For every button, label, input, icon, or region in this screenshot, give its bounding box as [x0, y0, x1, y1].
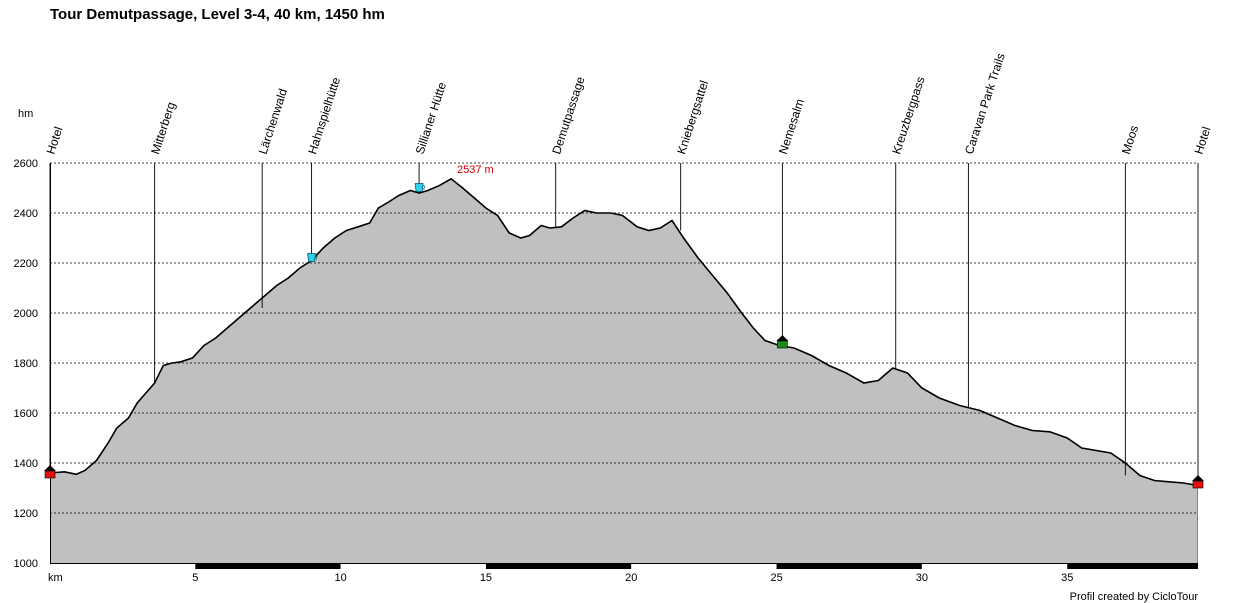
waypoint-label-3: Hahnspielhütte	[305, 75, 343, 156]
y-tick-label-2000: 2000	[14, 308, 38, 320]
waypoint-label-4: Sillianer Hütte	[413, 80, 449, 156]
house-roof-7	[776, 335, 789, 341]
cup-body-4	[414, 183, 424, 192]
y-tick-label-1600: 1600	[14, 408, 38, 420]
peak-elevation-label: 2537 m	[457, 164, 494, 176]
house-icon-11	[1192, 475, 1204, 489]
x-axis-label: km	[48, 572, 63, 584]
house-roof-0	[44, 465, 56, 471]
house-roof-11	[1192, 475, 1204, 481]
km-bar-segment-5	[776, 564, 922, 569]
waypoint-label-7: Nemesalm	[776, 97, 807, 156]
waypoint-label-5: Demutpassage	[549, 75, 587, 156]
waypoint-label-1: Mitterberg	[148, 100, 178, 156]
y-tick-label-2400: 2400	[14, 208, 38, 220]
waypoint-label-10: Moos	[1119, 124, 1141, 156]
grid-lines	[50, 162, 1198, 514]
y-tick-label-2600: 2600	[14, 158, 38, 170]
y-axis-label: hm	[18, 108, 33, 120]
y-tick-label-1800: 1800	[14, 358, 38, 370]
house-icon-7	[776, 335, 789, 349]
cup-icon-4	[414, 183, 425, 192]
cup-body-3	[307, 253, 316, 262]
waypoint-label-9: Caravan Park Trails	[962, 51, 1008, 156]
km-bar-segment-4	[631, 564, 777, 569]
km-bar-segment-2	[340, 564, 486, 569]
y-tick-label-1200: 1200	[14, 508, 38, 520]
house-body-0	[44, 470, 56, 479]
x-tick-label-5: 5	[192, 572, 198, 584]
waypoint-label-0: Hotel	[44, 125, 66, 156]
y-tick-label-1000: 1000	[14, 558, 38, 570]
house-icon-0	[44, 465, 56, 479]
x-tick-label-20: 20	[625, 572, 637, 584]
profile-area	[50, 178, 1198, 564]
x-tick-label-35: 35	[1061, 572, 1073, 584]
waypoint-label-6: Kniebergsattel	[674, 79, 711, 156]
house-body-7	[777, 340, 788, 349]
x-tick-label-10: 10	[335, 572, 347, 584]
waypoint-label-2: Lärchenwald	[256, 87, 290, 156]
profile-line	[49, 177, 1199, 487]
km-bar-segment-6	[921, 564, 1068, 569]
cup-handle-4	[422, 185, 425, 190]
house-body-11	[1192, 480, 1204, 489]
profile-area-group	[49, 177, 1199, 564]
km-bar-segment-3	[485, 564, 632, 569]
axes: 1000 1200 1400 1600 1800 2000 2200 2400 2600 5 10 1…	[14, 158, 1198, 584]
x-tick-label-30: 30	[916, 572, 928, 584]
waypoint-label-8: Kreuzbergpass	[889, 75, 927, 156]
km-bar-segment-0	[50, 564, 196, 569]
y-tick-label-1400: 1400	[14, 458, 38, 470]
cup-icon-3	[307, 253, 318, 262]
km-bar-segment-1	[195, 564, 341, 569]
x-tick-label-25: 25	[770, 572, 782, 584]
waypoint-label-11: Hotel	[1192, 125, 1214, 156]
chart-title: Tour Demutpassage, Level 3-4, 40 km, 145…	[50, 6, 385, 23]
x-tick-label-15: 15	[480, 572, 492, 584]
credit-text: Profil created by CicloTour	[1070, 591, 1199, 603]
y-tick-label-2200: 2200	[14, 258, 38, 270]
cup-handle-3	[315, 255, 318, 260]
km-bar-segment-7	[1067, 564, 1198, 569]
